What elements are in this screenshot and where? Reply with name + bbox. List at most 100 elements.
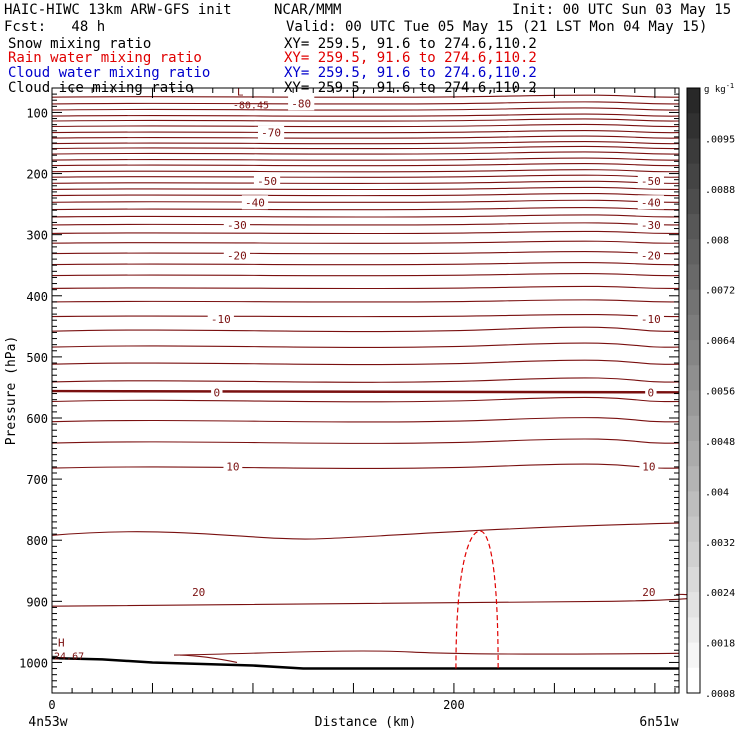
right-endpoint-label: 6n51w <box>639 715 678 730</box>
y-tick-label: 400 <box>26 290 48 304</box>
extremum-symbol: H <box>58 636 65 649</box>
colorbar-label: .0064 <box>705 336 735 347</box>
colorbar-label: .0024 <box>705 588 735 599</box>
x-tick-label: 0 <box>48 698 55 712</box>
rain-water-contour <box>455 530 499 669</box>
isotherm-line <box>51 262 680 266</box>
contour-label-bg <box>223 217 250 232</box>
colorbar-cell <box>687 340 700 366</box>
colorbar-cell <box>687 365 700 391</box>
isotherm-line <box>51 141 680 145</box>
isotherm-line <box>173 650 680 656</box>
contour-label-bg <box>639 459 659 474</box>
colorbar-cell <box>687 566 700 593</box>
rain-water-layer <box>455 530 499 669</box>
contour-labels: -80 -70 -50 -50 -40 -40 -30 -30 -20 -20 -10 -10 0 0 10… <box>54 86 664 662</box>
colorbar-cell <box>687 138 700 165</box>
y-axis-title: Pressure (hPa) <box>4 336 19 446</box>
left-endpoint-label: 4n53w <box>28 715 67 730</box>
contour-label: -70 <box>261 127 281 140</box>
colorbar-cell <box>687 592 700 618</box>
isotherm-line <box>51 157 680 161</box>
y-tick-label: 200 <box>26 168 48 182</box>
contour-label-bg <box>645 385 657 400</box>
extremum-symbol: L <box>237 86 244 99</box>
y-tick-label: 600 <box>26 412 48 426</box>
isotherm-line <box>51 151 680 155</box>
isotherm-line <box>51 438 680 444</box>
isotherm-line <box>51 123 680 128</box>
colorbar-cell <box>687 491 700 518</box>
contour-label-bg <box>637 312 664 326</box>
terrain-line <box>51 656 679 670</box>
y-tick-label: 1000 <box>19 656 48 670</box>
legend-label-rain: Rain water mixing ratio <box>8 50 202 66</box>
isotherm-line <box>51 251 680 255</box>
colorbar-cell <box>687 440 700 467</box>
colorbar-border <box>686 87 701 694</box>
contour-label: 10 <box>226 460 239 473</box>
colorbar-cell <box>687 390 700 417</box>
y-tick-label: 500 <box>26 351 48 365</box>
plot-border <box>51 87 680 694</box>
isotherm-line <box>51 240 680 244</box>
isotherm-line <box>51 326 680 333</box>
isotherm-line <box>51 199 680 203</box>
forecast-hour: Fcst: 48 h <box>4 19 106 35</box>
extremum-value: -80.45 <box>233 101 269 112</box>
y-tick-label: 100 <box>26 106 48 120</box>
contour-label-bg <box>639 585 659 600</box>
isotherm-line <box>51 417 680 423</box>
colorbar-label: .0032 <box>705 538 735 549</box>
isotherm-line <box>51 174 680 178</box>
contour-label-bg <box>637 173 664 188</box>
contour-label: 0 <box>213 386 220 399</box>
colorbar-cell <box>687 617 700 644</box>
colorbar-cell <box>687 163 700 190</box>
freezing-level-line <box>51 389 680 394</box>
isotherm-line <box>51 285 680 290</box>
isotherm-line <box>51 222 680 226</box>
isotherm-line <box>51 377 680 383</box>
contour-label-bg <box>257 125 285 140</box>
isotherm-line <box>51 113 680 117</box>
colorbar-cell <box>687 516 700 543</box>
contour-label: 20 <box>642 586 655 599</box>
legend-label-snow: Snow mixing ratio <box>8 36 152 52</box>
colorbar-cell <box>687 88 700 114</box>
colorbar-cell <box>687 214 700 240</box>
legend-xy-cloud-water: XY= 259.5, 91.6 to 274.6,110.2 <box>284 65 537 81</box>
contour-label: -40 <box>245 196 265 209</box>
isotherm-line <box>51 299 680 303</box>
isotherm-line <box>51 463 680 469</box>
colorbar-cell <box>687 314 700 341</box>
contour-label: 0 <box>648 386 655 399</box>
contour-label: -30 <box>641 219 661 232</box>
legend-xy-snow: XY= 259.5, 91.6 to 274.6,110.2 <box>284 36 537 52</box>
isotherm-line <box>51 230 680 235</box>
legend-label-cloud-water: Cloud water mixing ratio <box>8 65 211 81</box>
contour-label-bg <box>211 385 223 400</box>
contour-label: -40 <box>641 196 661 209</box>
isotherm-line <box>51 359 680 366</box>
isotherm-line <box>51 342 680 348</box>
y-tick-label: 800 <box>26 534 48 548</box>
colorbar-label: .0056 <box>705 387 735 398</box>
colorbar-label: .0072 <box>705 286 735 297</box>
org-label: NCAR/MMM <box>274 2 342 18</box>
colorbar-label: .0048 <box>705 437 735 448</box>
x-axis-title: Distance (km) <box>315 715 417 730</box>
colorbar-cell <box>687 264 700 291</box>
isotherm-line <box>51 94 680 98</box>
colorbar-cell <box>687 188 700 215</box>
contour-label-bg <box>223 248 250 263</box>
legend-xy-rain: XY= 259.5, 91.6 to 274.6,110.2 <box>284 50 537 66</box>
contour-label: 10 <box>642 460 655 473</box>
contour-label: -30 <box>227 219 247 232</box>
colorbar-cell <box>687 289 700 316</box>
colorbar-label: .0095 <box>705 134 735 145</box>
y-tick-label: 700 <box>26 473 48 487</box>
contour-label-bg <box>637 195 664 210</box>
contour-label: -10 <box>211 313 231 326</box>
